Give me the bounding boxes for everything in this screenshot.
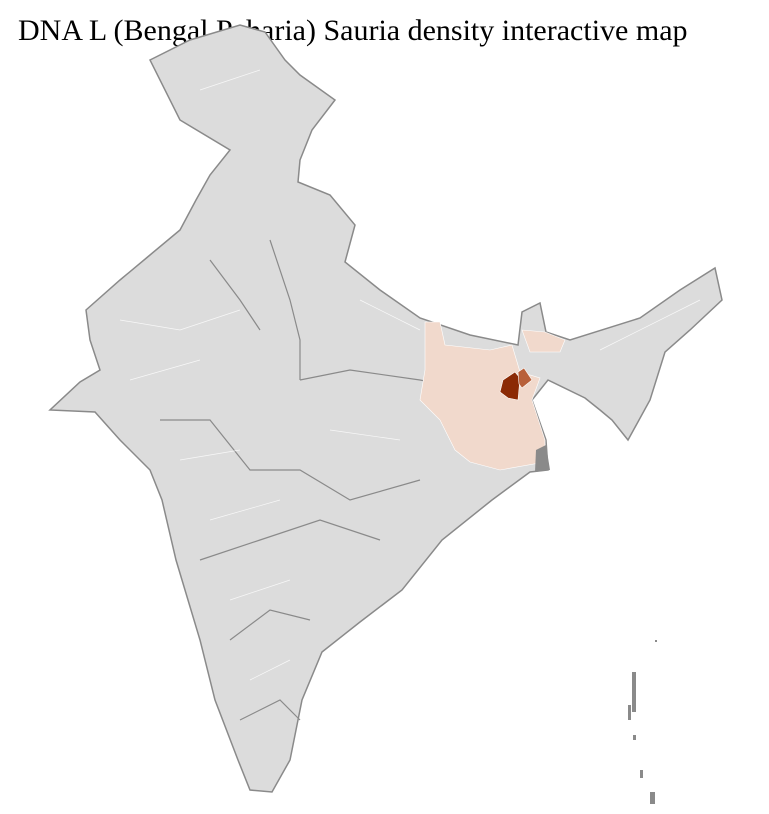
region-no-data — [535, 445, 550, 472]
district-borders — [119, 69, 701, 681]
density-regions[interactable] — [419, 321, 566, 472]
india-outline[interactable] — [48, 24, 723, 793]
region-low-density — [419, 321, 546, 471]
state-borders — [160, 239, 471, 721]
region-low-density — [521, 329, 566, 353]
region-mid-density — [517, 367, 533, 389]
region-high-density — [499, 371, 521, 401]
map-title: DNA L (Bengal Paharia) Sauria density in… — [18, 14, 688, 47]
andaman-nicobar-islands — [628, 640, 657, 804]
